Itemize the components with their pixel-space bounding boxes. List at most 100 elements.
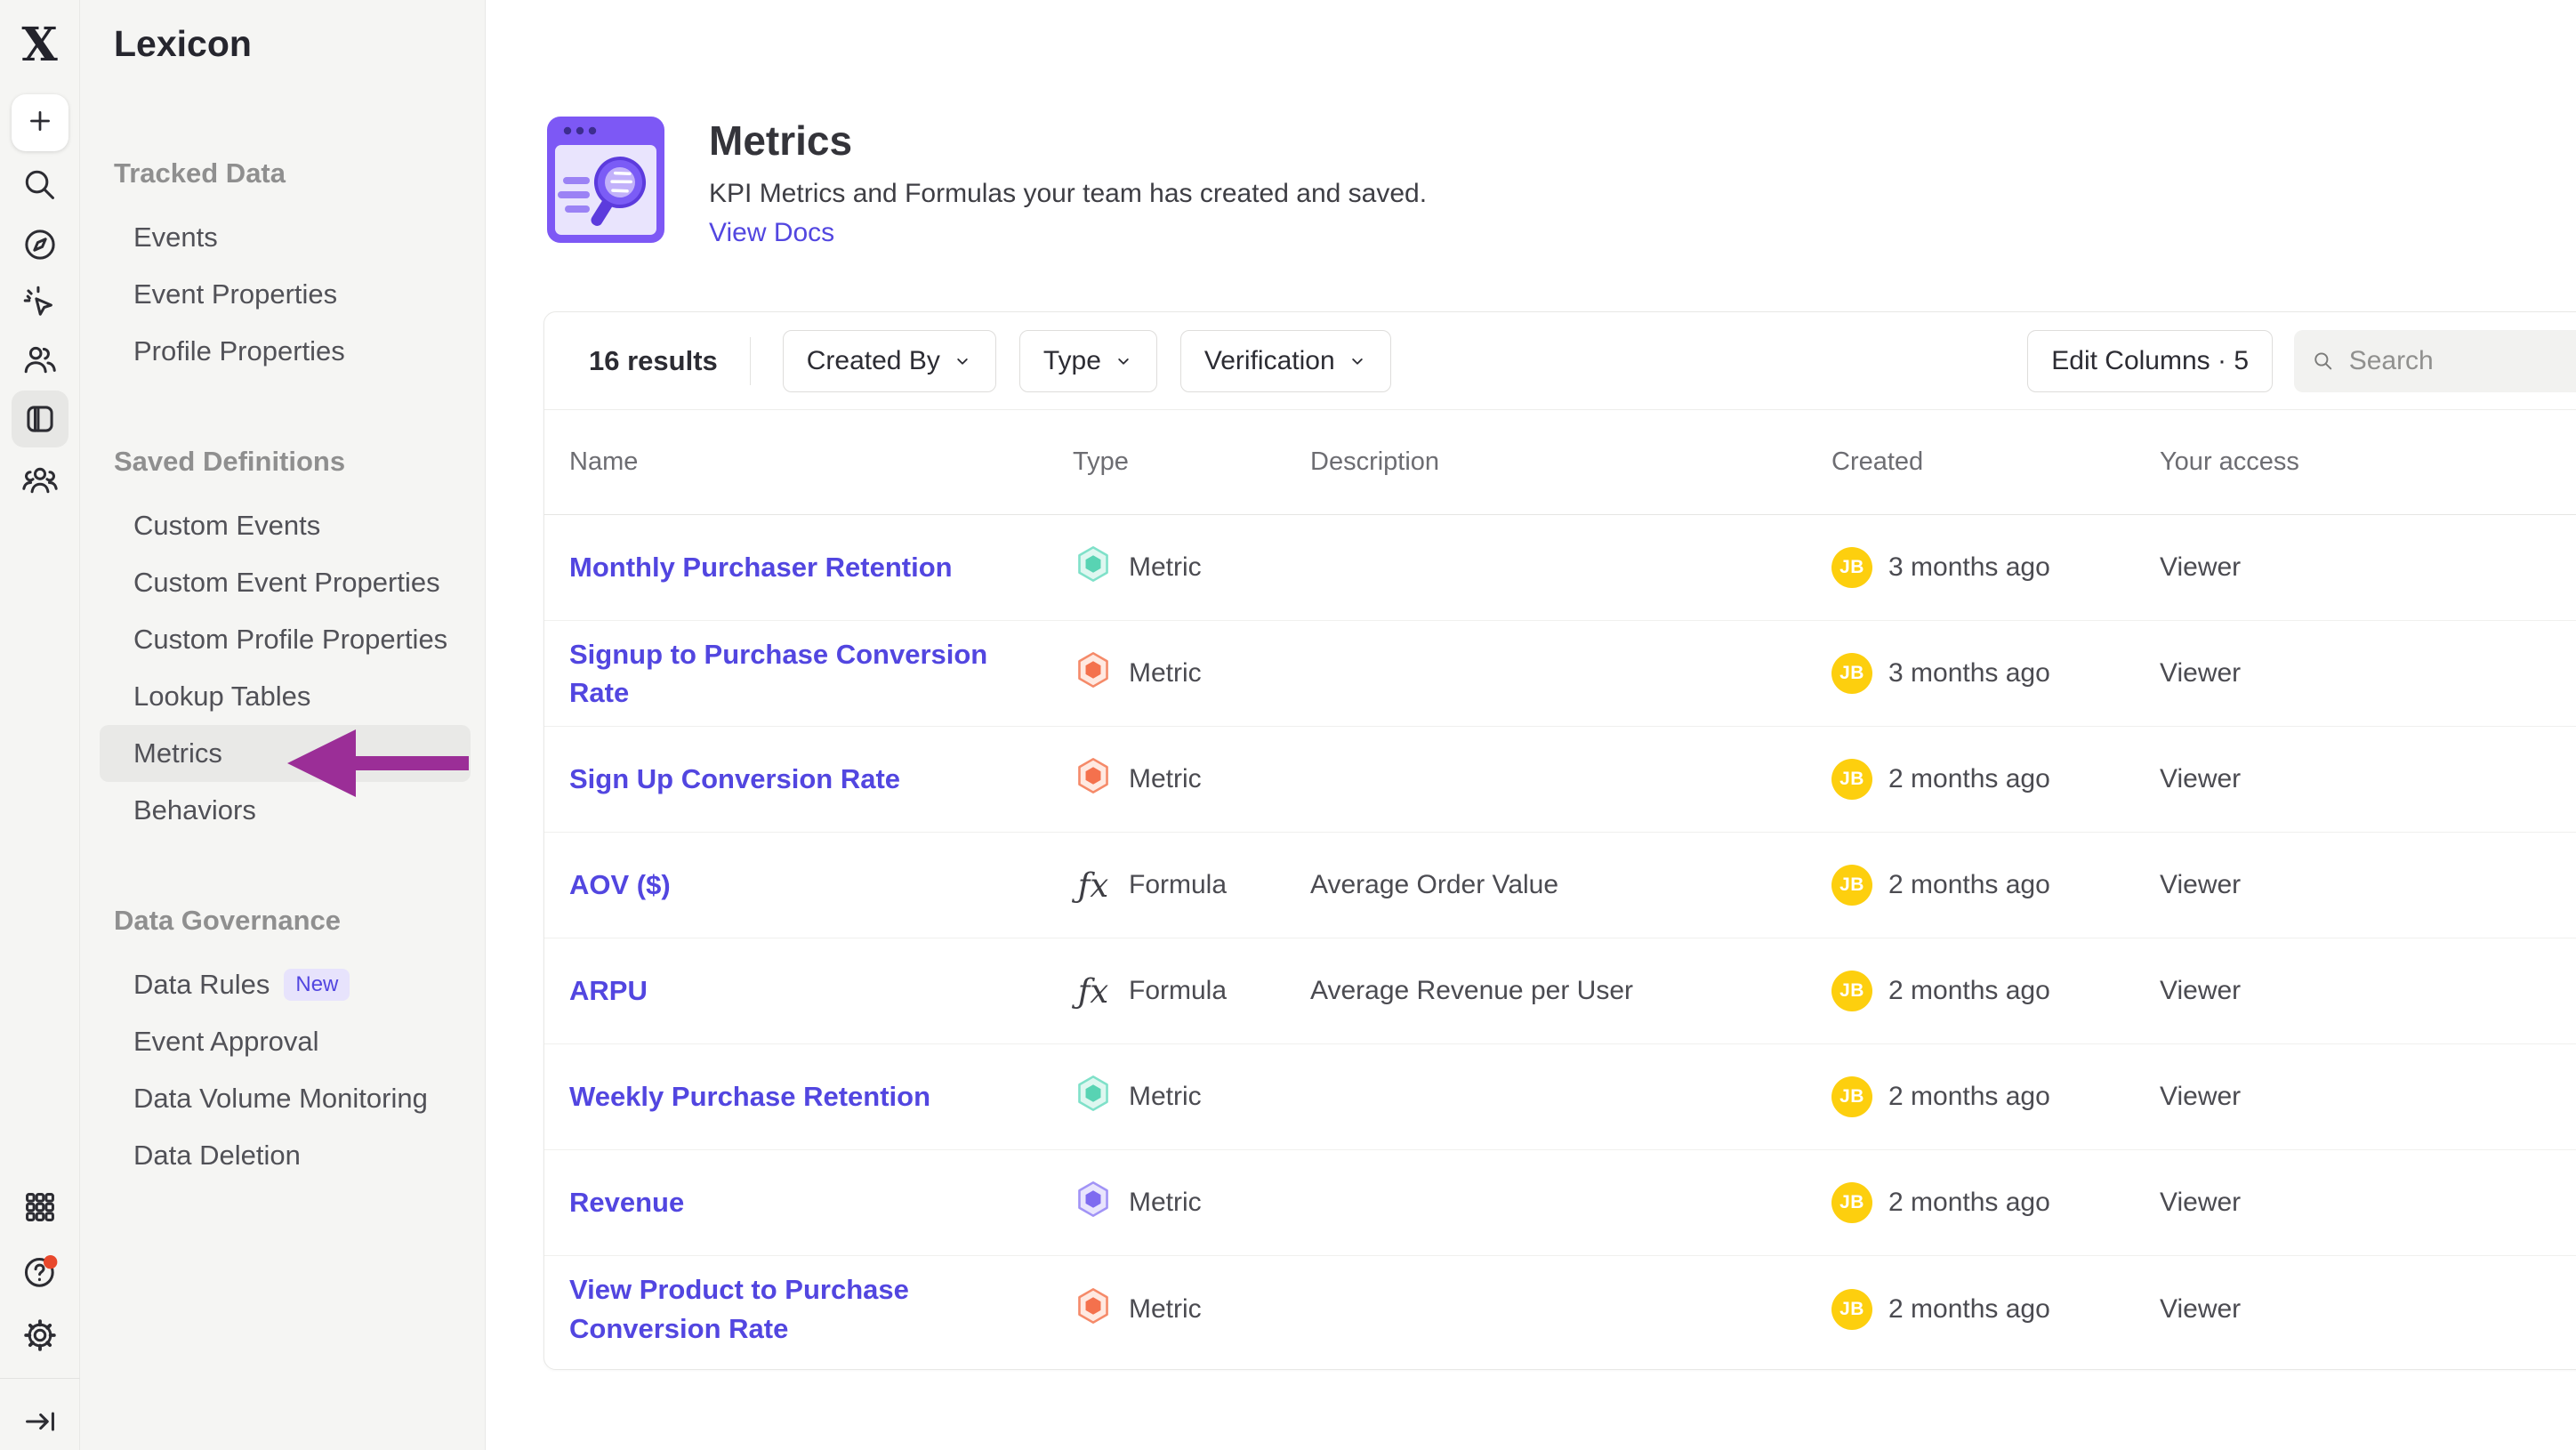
metric-name-link[interactable]: Signup to Purchase Conversion Rate [569, 638, 988, 708]
nav-section-title: Saved Definitions [114, 446, 346, 477]
metric-name-link[interactable]: Sign Up Conversion Rate [569, 763, 901, 795]
table-row[interactable]: Sign Up Conversion Rate Metric JB 2 months … [544, 727, 2576, 833]
column-header-type: Type [1073, 447, 1129, 476]
sidebar-item-custom-event-properties[interactable]: Custom Event Properties [100, 554, 471, 611]
metrics-subtitle: KPI Metrics and Formulas your team has c… [709, 179, 1428, 208]
created-time: 2 months ago [1888, 764, 2050, 793]
metric-name-link[interactable]: ARPU [569, 975, 648, 1007]
avatar: JB [1831, 1288, 1872, 1330]
table-toolbar: 16 results Created By Type Verification Ed… [544, 312, 2576, 410]
metric-hexagon-red-icon [1073, 1285, 1114, 1333]
compass-icon [24, 230, 55, 260]
sidebar-item-lookup-tables[interactable]: Lookup Tables [100, 668, 471, 725]
sidebar-item-event-properties[interactable]: Event Properties [100, 266, 471, 323]
chevron-down-icon [957, 358, 968, 365]
metric-name-link[interactable]: Weekly Purchase Retention [569, 1081, 931, 1113]
search-icon [25, 170, 54, 199]
description-cell: Average Order Value [1310, 870, 1559, 899]
sidebar-item-custom-profile-properties[interactable]: Custom Profile Properties [100, 611, 471, 668]
sidebar-item-label: Data Rules [133, 969, 270, 1000]
sidebar-item-data-deletion[interactable]: Data Deletion [100, 1127, 471, 1184]
sidebar-item-label: Event Approval [133, 1026, 319, 1057]
rail-create-button[interactable] [11, 94, 68, 151]
metric-name-link[interactable]: View Product to Purchase Conversion Rate [569, 1274, 909, 1344]
page-header-text: Metrics KPI Metrics and Formulas your te… [709, 113, 1427, 248]
metrics-title: Metrics [709, 117, 853, 164]
access-cell: Viewer [2160, 658, 2242, 688]
table-body: Monthly Purchaser Retention Metric JB 3 mon… [544, 515, 2576, 1362]
sidebar-item-label: Events [133, 222, 218, 253]
sidebar-item-custom-events[interactable]: Custom Events [100, 497, 471, 554]
avatar: JB [1831, 1076, 1872, 1117]
nav-section: Data Governance Data Rules New Event Approv… [80, 905, 485, 1184]
chevron-down-icon [1118, 358, 1129, 365]
access-cell: Viewer [2160, 764, 2242, 793]
rail-collapse-button[interactable] [19, 1400, 61, 1443]
rail-help-button[interactable] [19, 1250, 61, 1293]
table-row[interactable]: Weekly Purchase Retention Metric JB 2 month… [544, 1044, 2576, 1150]
filter-button-type[interactable]: Type [1018, 329, 1157, 392]
access-cell: Viewer [2160, 1082, 2242, 1111]
table-row[interactable]: View Product to Purchase Conversion Rate… [544, 1256, 2576, 1362]
lexicon-sidebar: Lexicon Tracked Data Events Event Properti… [80, 0, 486, 1450]
sidebar-item-event-approval[interactable]: Event Approval [100, 1013, 471, 1070]
created-time: 2 months ago [1888, 1293, 2050, 1324]
rail-users-button[interactable] [19, 338, 61, 381]
rail-apps-button[interactable] [19, 1186, 61, 1228]
sidebar-item-behaviors[interactable]: Behaviors [100, 782, 471, 839]
table-row[interactable]: Revenue Metric JB 2 months ago Viewer [544, 1150, 2576, 1256]
help-icon [24, 1254, 58, 1287]
view-docs-link[interactable]: View Docs [709, 218, 835, 247]
created-time: 3 months ago [1888, 658, 2050, 688]
sidebar-item-data-rules[interactable]: Data Rules New [100, 956, 471, 1013]
table-row[interactable]: Monthly Purchaser Retention Metric JB 3 mon… [544, 515, 2576, 621]
avatar: JB [1831, 865, 1872, 906]
table-row[interactable]: Signup to Purchase Conversion Rate Metric… [544, 621, 2576, 727]
rail-group-button[interactable] [19, 458, 61, 501]
chevron-down-icon [1351, 358, 1363, 365]
table-row[interactable]: AOV ($) ƒx Formula Average Order Value JB 2 m… [544, 833, 2576, 938]
table-row[interactable]: ARPU ƒx Formula Average Revenue per User JB 2… [544, 938, 2576, 1044]
sidebar-item-profile-properties[interactable]: Profile Properties [100, 323, 471, 380]
metric-name-link[interactable]: AOV ($) [569, 869, 671, 901]
edit-columns-button[interactable]: Edit Columns · 5 [2027, 329, 2273, 392]
toolbar-divider [749, 336, 751, 385]
rail-events-button[interactable] [19, 281, 61, 324]
column-header-created: Created [1831, 447, 1924, 476]
sidebar-item-label: Custom Profile Properties [133, 624, 448, 655]
metric-name-link[interactable]: Revenue [569, 1187, 685, 1219]
rail-discover-button[interactable] [19, 223, 61, 266]
type-label: Formula [1129, 976, 1228, 1005]
column-header-your-access: Your access [2160, 447, 2299, 476]
metrics-table-card: 16 results Created By Type Verification Ed… [543, 311, 2576, 1370]
rail-search-button[interactable] [19, 164, 61, 206]
column-header-description: Description [1310, 447, 1440, 476]
metric-name-link[interactable]: Monthly Purchaser Retention [569, 552, 953, 584]
filter-button-verification[interactable]: Verification [1179, 329, 1391, 392]
search-input[interactable] [2348, 345, 2570, 376]
results-count: 16 results [589, 344, 718, 376]
rail-settings-button[interactable] [19, 1314, 61, 1357]
users-icon [24, 346, 56, 374]
page-header: Metrics KPI Metrics and Formulas your te… [543, 113, 1427, 248]
mixpanel-logo-icon[interactable]: X [21, 18, 58, 72]
sidebar-item-events[interactable]: Events [100, 209, 471, 266]
rail-lexicon-button[interactable] [11, 391, 68, 447]
created-time: 2 months ago [1888, 870, 2050, 899]
sidebar-item-label: Custom Event Properties [133, 567, 440, 598]
avatar: JB [1831, 971, 1872, 1011]
sidebar-item-metrics[interactable]: Metrics [100, 725, 471, 782]
metrics-illustration-icon [547, 117, 664, 243]
type-label: Metric [1129, 1293, 1202, 1324]
search-box [2294, 329, 2576, 392]
cursor-click-icon [23, 286, 52, 316]
access-cell: Viewer [2160, 552, 2242, 582]
metric-hexagon-teal-icon [1073, 544, 1114, 592]
sidebar-item-data-volume-monitoring[interactable]: Data Volume Monitoring [100, 1070, 471, 1127]
collapse-icon [26, 1412, 54, 1431]
sidebar-item-label: Profile Properties [133, 335, 345, 367]
nav-section-title: Tracked Data [114, 157, 286, 189]
nav-section-title: Data Governance [114, 905, 341, 936]
sidebar-item-label: Event Properties [133, 278, 338, 310]
filter-button-created-by[interactable]: Created By [782, 329, 996, 392]
